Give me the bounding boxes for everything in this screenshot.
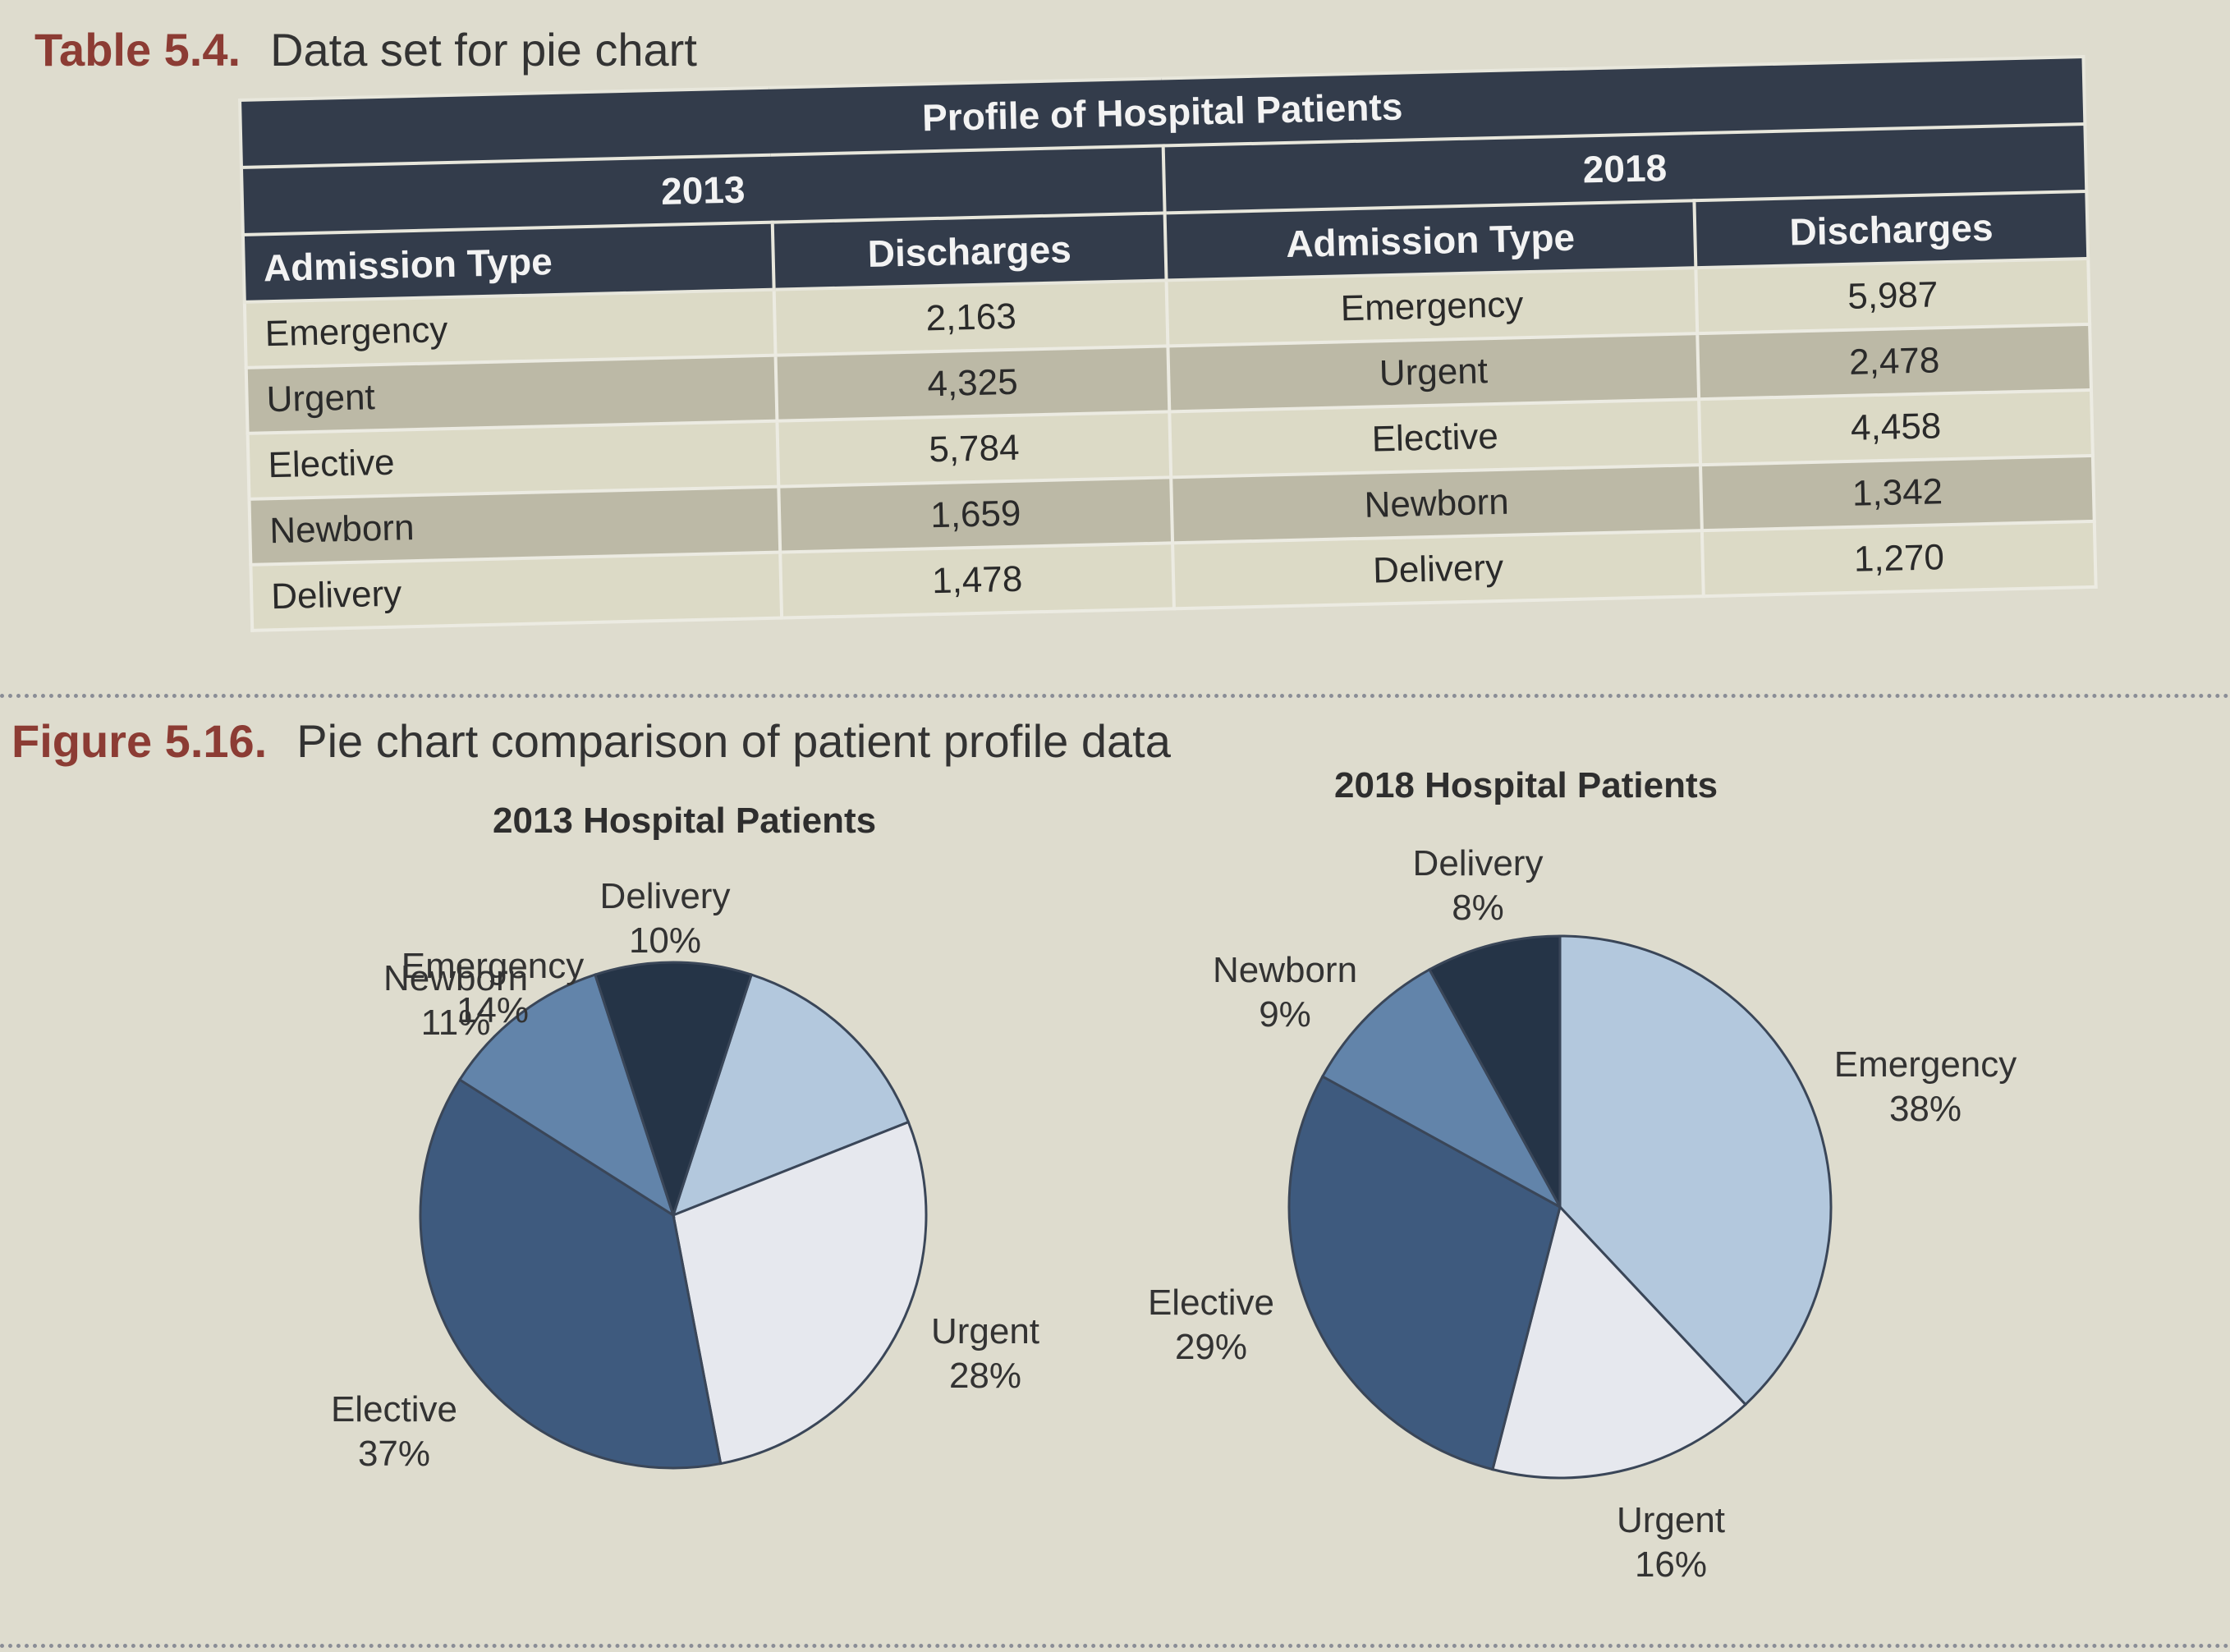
slice-label-name: Newborn	[1212, 950, 1358, 990]
discharges-2013: 1,659	[778, 477, 1173, 553]
slice-label-delivery-2018: Delivery 8%	[1413, 842, 1544, 930]
type-2013: Urgent	[245, 355, 778, 434]
slice-label-name: Urgent	[1616, 1500, 1726, 1540]
col-discharges-2013: Discharges	[773, 213, 1167, 290]
pie-slice-newborn-2013	[457, 973, 676, 1218]
table-caption-text: Data set for pie chart	[270, 24, 697, 76]
discharges-2018: 1,342	[1700, 455, 2095, 531]
pie-slice-elective-2013	[419, 1077, 723, 1470]
type-2018: Delivery	[1172, 530, 1705, 609]
pie-slice-urgent-2013	[672, 1120, 928, 1466]
slice-label-newborn-2018: Newborn 9%	[1213, 948, 1357, 1037]
slice-label-name: Emergency	[1833, 1044, 2017, 1085]
col-discharges-2018: Discharges	[1694, 190, 2089, 268]
type-2013: Elective	[247, 420, 779, 499]
discharges-2018: 5,987	[1695, 258, 2090, 334]
slice-label-urgent-2018: Urgent 16%	[1617, 1498, 1725, 1587]
col-admission-type-2018: Admission Type	[1164, 200, 1696, 281]
discharges-2013: 2,163	[773, 280, 1168, 356]
pie-slice-delivery-2018	[1427, 934, 1562, 1208]
slice-label-name: Elective	[330, 1389, 458, 1429]
slice-label-elective-2013: Elective 37%	[331, 1388, 457, 1476]
slice-label-emergency-2018: Emergency 38%	[1834, 1043, 2017, 1131]
slice-label-pct: 37%	[357, 1434, 431, 1474]
discharges-2018: 4,458	[1699, 389, 2093, 466]
dotted-divider-bottom	[0, 1644, 2230, 1648]
chart-title-2013: 2013 Hospital Patients	[493, 801, 877, 841]
slice-label-pct: 14%	[456, 990, 530, 1030]
pie-slice-urgent-2018	[1491, 1204, 1748, 1480]
type-2018: Newborn	[1171, 465, 1703, 544]
pie-slice-emergency-2018	[1558, 934, 1833, 1406]
type-2018: Elective	[1169, 399, 1701, 478]
slice-label-name: Urgent	[930, 1311, 1040, 1351]
slice-label-pct: 28%	[948, 1356, 1022, 1396]
slice-label-name: Emergency	[401, 946, 585, 986]
slice-label-name: Delivery	[599, 876, 731, 916]
type-2018: Urgent	[1168, 333, 1700, 412]
discharges-2018: 2,478	[1697, 324, 2091, 400]
slice-label-newborn-2013: Newborn 11%	[383, 957, 528, 1045]
slice-label-name: Delivery	[1412, 843, 1544, 883]
discharges-2013: 4,325	[775, 346, 1170, 421]
pie-slice-elective-2018	[1287, 1074, 1562, 1471]
pie-slice-delivery-2013	[593, 961, 754, 1219]
slice-label-urgent-2013: Urgent 28%	[931, 1310, 1039, 1398]
discharges-2018: 1,270	[1702, 521, 2096, 597]
slice-label-pct: 38%	[1888, 1089, 1962, 1129]
slice-label-pct: 8%	[1452, 888, 1504, 928]
slice-label-pct: 16%	[1634, 1544, 1708, 1585]
slice-label-emergency-2013: Emergency 14%	[401, 944, 585, 1033]
data-table-wrapper: Profile of Hospital Patients 2013 2018 A…	[238, 55, 2098, 632]
pie-slice-newborn-2018	[1320, 967, 1563, 1210]
table-caption: Table 5.4. Data set for pie chart	[34, 23, 697, 76]
pie-chart-2013	[419, 961, 928, 1470]
dotted-divider	[0, 694, 2230, 698]
slice-label-name: Newborn	[383, 958, 529, 998]
discharges-2013: 5,784	[777, 411, 1172, 487]
slice-label-pct: 9%	[1259, 994, 1311, 1035]
type-2013: Newborn	[249, 486, 781, 565]
type-2013: Delivery	[250, 552, 782, 631]
slice-label-pct: 10%	[628, 920, 702, 961]
figure-caption-text: Pie chart comparison of patient profile …	[296, 715, 1171, 767]
figure-label: Figure 5.16.	[11, 715, 268, 767]
pie-chart-2018	[1287, 934, 1833, 1480]
table-label: Table 5.4.	[34, 24, 241, 76]
slice-label-name: Elective	[1147, 1283, 1275, 1323]
slice-label-pct: 29%	[1174, 1327, 1248, 1367]
slice-label-delivery-2013: Delivery 10%	[600, 874, 731, 963]
type-2018: Emergency	[1166, 268, 1698, 346]
hospital-profile-table: Profile of Hospital Patients 2013 2018 A…	[238, 55, 2098, 632]
col-admission-type-2013: Admission Type	[242, 222, 774, 302]
discharges-2013: 1,478	[780, 543, 1174, 618]
slice-label-pct: 11%	[420, 1003, 491, 1043]
figure-caption: Figure 5.16. Pie chart comparison of pati…	[11, 714, 1171, 768]
chart-title-2018: 2018 Hospital Patients	[1334, 765, 1718, 805]
slice-label-elective-2018: Elective 29%	[1148, 1281, 1274, 1370]
type-2013: Emergency	[244, 289, 776, 368]
